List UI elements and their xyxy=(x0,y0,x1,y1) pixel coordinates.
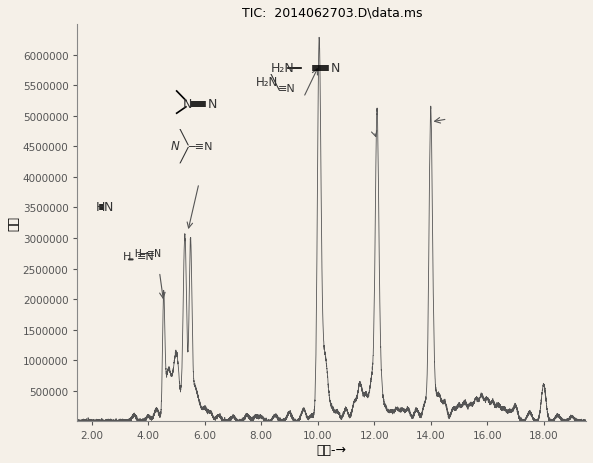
Text: N: N xyxy=(171,140,180,153)
Text: ╱: ╱ xyxy=(179,146,187,163)
Y-axis label: 丰度: 丰度 xyxy=(7,216,20,231)
Text: ╲: ╲ xyxy=(179,128,187,144)
Text: H─≡N: H─≡N xyxy=(134,249,161,259)
Text: ≡N: ≡N xyxy=(137,252,155,262)
Text: H₂N: H₂N xyxy=(256,76,278,89)
Text: ╲: ╲ xyxy=(271,73,279,89)
Text: ≡N: ≡N xyxy=(278,84,296,94)
Text: H: H xyxy=(123,252,131,262)
Title: TIC:  2014062703.D\data.ms: TIC: 2014062703.D\data.ms xyxy=(241,7,422,20)
Text: ─≡N: ─≡N xyxy=(188,142,212,152)
X-axis label: 时间-→: 时间-→ xyxy=(317,443,347,456)
